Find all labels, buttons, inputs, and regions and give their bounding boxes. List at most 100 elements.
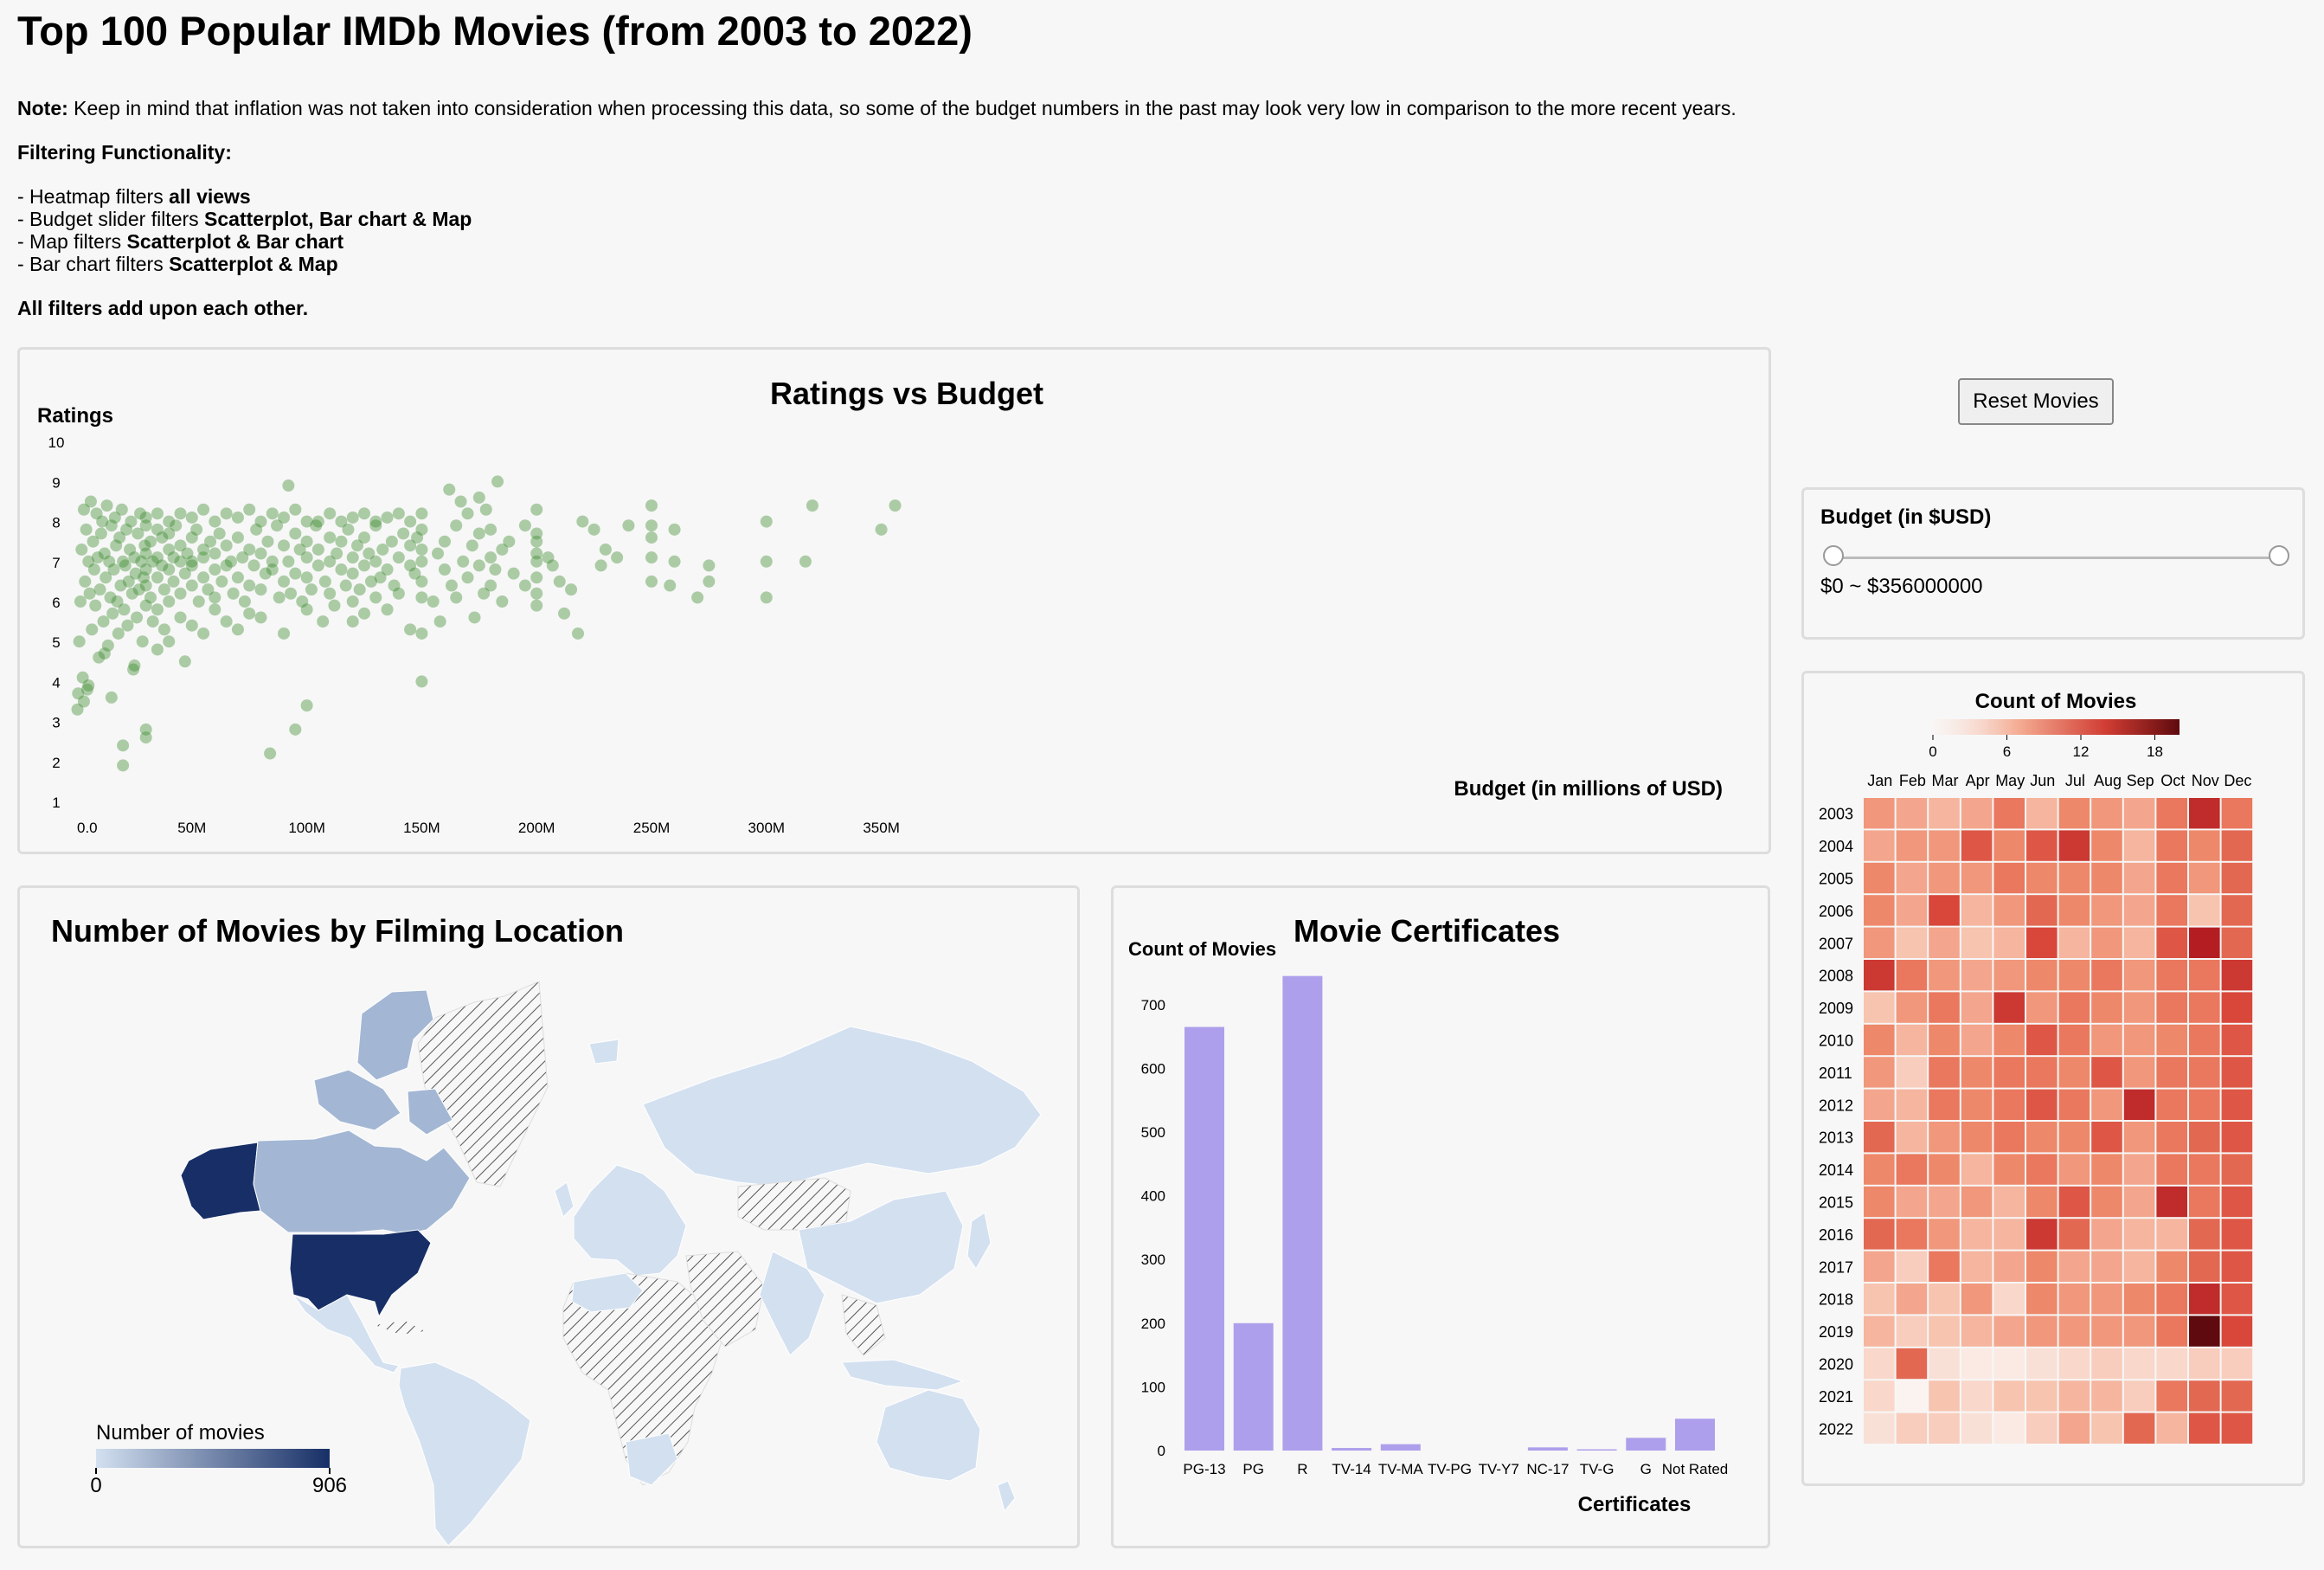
scatter-point[interactable] [139, 731, 152, 744]
heatmap-cell[interactable] [2221, 798, 2253, 829]
heatmap-cell[interactable] [1993, 992, 2025, 1023]
scatter-point[interactable] [115, 503, 128, 516]
heatmap-cell[interactable] [2221, 862, 2253, 894]
scatter-point[interactable] [243, 579, 256, 592]
heatmap-cell[interactable] [1896, 1380, 1928, 1412]
scatter-point[interactable] [496, 543, 509, 556]
scatter-point[interactable] [105, 691, 118, 704]
heatmap-cell[interactable] [2091, 1412, 2122, 1444]
scatter-point[interactable] [358, 607, 370, 620]
heatmap-cell[interactable] [1896, 1348, 1928, 1380]
scatter-point[interactable] [139, 599, 152, 612]
scatter-point[interactable] [144, 535, 157, 548]
heatmap-cell[interactable] [2058, 1057, 2090, 1088]
heatmap-cell[interactable] [1929, 927, 1960, 958]
heatmap-cell[interactable] [1993, 895, 2025, 926]
scatter-point[interactable] [178, 567, 191, 580]
scatter-point[interactable] [346, 551, 359, 564]
heatmap-cell[interactable] [1864, 830, 1895, 861]
scatter-point[interactable] [110, 539, 123, 552]
heatmap-cell[interactable] [1929, 1380, 1960, 1412]
scatter-point[interactable] [353, 583, 366, 596]
heatmap-cell[interactable] [2156, 1089, 2187, 1120]
heatmap-cell[interactable] [2221, 992, 2253, 1023]
scatter-point[interactable] [132, 583, 145, 596]
scatter-point[interactable] [174, 539, 187, 552]
scatter-point[interactable] [76, 671, 89, 684]
heatmap-cell[interactable] [1896, 895, 1928, 926]
map-region-new-zealand[interactable] [997, 1480, 1016, 1513]
scatter-point[interactable] [572, 627, 585, 640]
scatter-point[interactable] [185, 579, 198, 592]
heatmap-cell[interactable] [2026, 1186, 2058, 1218]
scatter-point[interactable] [197, 543, 210, 556]
bar-tv-ma[interactable] [1380, 1444, 1421, 1451]
heatmap-cell[interactable] [1993, 862, 2025, 894]
heatmap-cell[interactable] [2123, 862, 2155, 894]
scatter-point[interactable] [96, 515, 109, 528]
map-region-uk[interactable] [554, 1181, 575, 1218]
bar-bars[interactable] [1184, 975, 1715, 1451]
scatter-point[interactable] [703, 559, 716, 572]
scatter-point[interactable] [317, 615, 330, 628]
scatter-point[interactable] [247, 559, 260, 572]
heatmap-cell[interactable] [2123, 1284, 2155, 1315]
scatter-point[interactable] [310, 519, 323, 532]
heatmap-cell[interactable] [1864, 1089, 1895, 1120]
scatter-point[interactable] [220, 539, 233, 552]
scatter-point[interactable] [157, 623, 170, 636]
scatter-point[interactable] [209, 547, 221, 560]
scatter-point[interactable] [151, 643, 164, 656]
scatter-point[interactable] [530, 547, 543, 560]
heatmap-cell[interactable] [2189, 798, 2220, 829]
scatter-point[interactable] [83, 587, 96, 600]
certificate-bar-chart[interactable]: Movie Certificates Count of Movies Certi… [1114, 888, 1768, 1546]
heatmap-cell[interactable] [2156, 1316, 2187, 1347]
scatter-point[interactable] [178, 655, 191, 668]
map-region-russia[interactable] [642, 1026, 1042, 1187]
scatter-point[interactable] [209, 515, 221, 528]
heatmap-cell[interactable] [2026, 798, 2058, 829]
heatmap-cell[interactable] [2091, 1122, 2122, 1153]
scatter-point[interactable] [192, 595, 205, 608]
heatmap-cell[interactable] [2123, 927, 2155, 958]
scatter-point[interactable] [278, 575, 291, 588]
scatter-point[interactable] [346, 511, 359, 524]
heatmap-cell[interactable] [2189, 830, 2220, 861]
scatter-point[interactable] [77, 695, 90, 708]
heatmap-cell[interactable] [2091, 992, 2122, 1023]
heatmap-cell[interactable] [2091, 1219, 2122, 1250]
bar-pg-13[interactable] [1184, 1026, 1224, 1451]
heatmap-cell[interactable] [2156, 1284, 2187, 1315]
heatmap-cell[interactable] [1896, 1316, 1928, 1347]
heatmap-cell[interactable] [1929, 798, 1960, 829]
heatmap-cell[interactable] [1929, 1251, 1960, 1282]
scatter-point[interactable] [209, 591, 221, 604]
scatter-point[interactable] [121, 619, 134, 632]
scatter-point[interactable] [98, 547, 111, 560]
heatmap-cell[interactable] [1993, 1284, 2025, 1315]
scatter-point[interactable] [107, 563, 120, 576]
heatmap-cell[interactable] [2156, 1024, 2187, 1056]
heatmap-cell[interactable] [2221, 895, 2253, 926]
scatter-point[interactable] [243, 543, 256, 556]
scatter-point[interactable] [311, 559, 324, 572]
heatmap-cell[interactable] [2221, 927, 2253, 958]
heatmap-cell[interactable] [1929, 1154, 1960, 1185]
scatter-point[interactable] [117, 555, 130, 568]
scatter-point[interactable] [146, 615, 159, 628]
scatter-point[interactable] [576, 515, 589, 528]
heatmap-cell[interactable] [2123, 960, 2155, 991]
heatmap-cell[interactable] [1896, 1089, 1928, 1120]
scatter-point[interactable] [392, 587, 405, 600]
scatter-point[interactable] [415, 591, 428, 604]
scatter-point[interactable] [93, 651, 106, 664]
scatter-point[interactable] [346, 595, 359, 608]
scatter-point[interactable] [311, 515, 324, 528]
heatmap-cell[interactable] [2026, 992, 2058, 1023]
heatmap-cell[interactable] [2189, 1380, 2220, 1412]
heatmap-cell[interactable] [2123, 1251, 2155, 1282]
heatmap-cell[interactable] [1961, 830, 1993, 861]
scatter-point[interactable] [157, 583, 170, 596]
scatter-point[interactable] [129, 567, 142, 580]
